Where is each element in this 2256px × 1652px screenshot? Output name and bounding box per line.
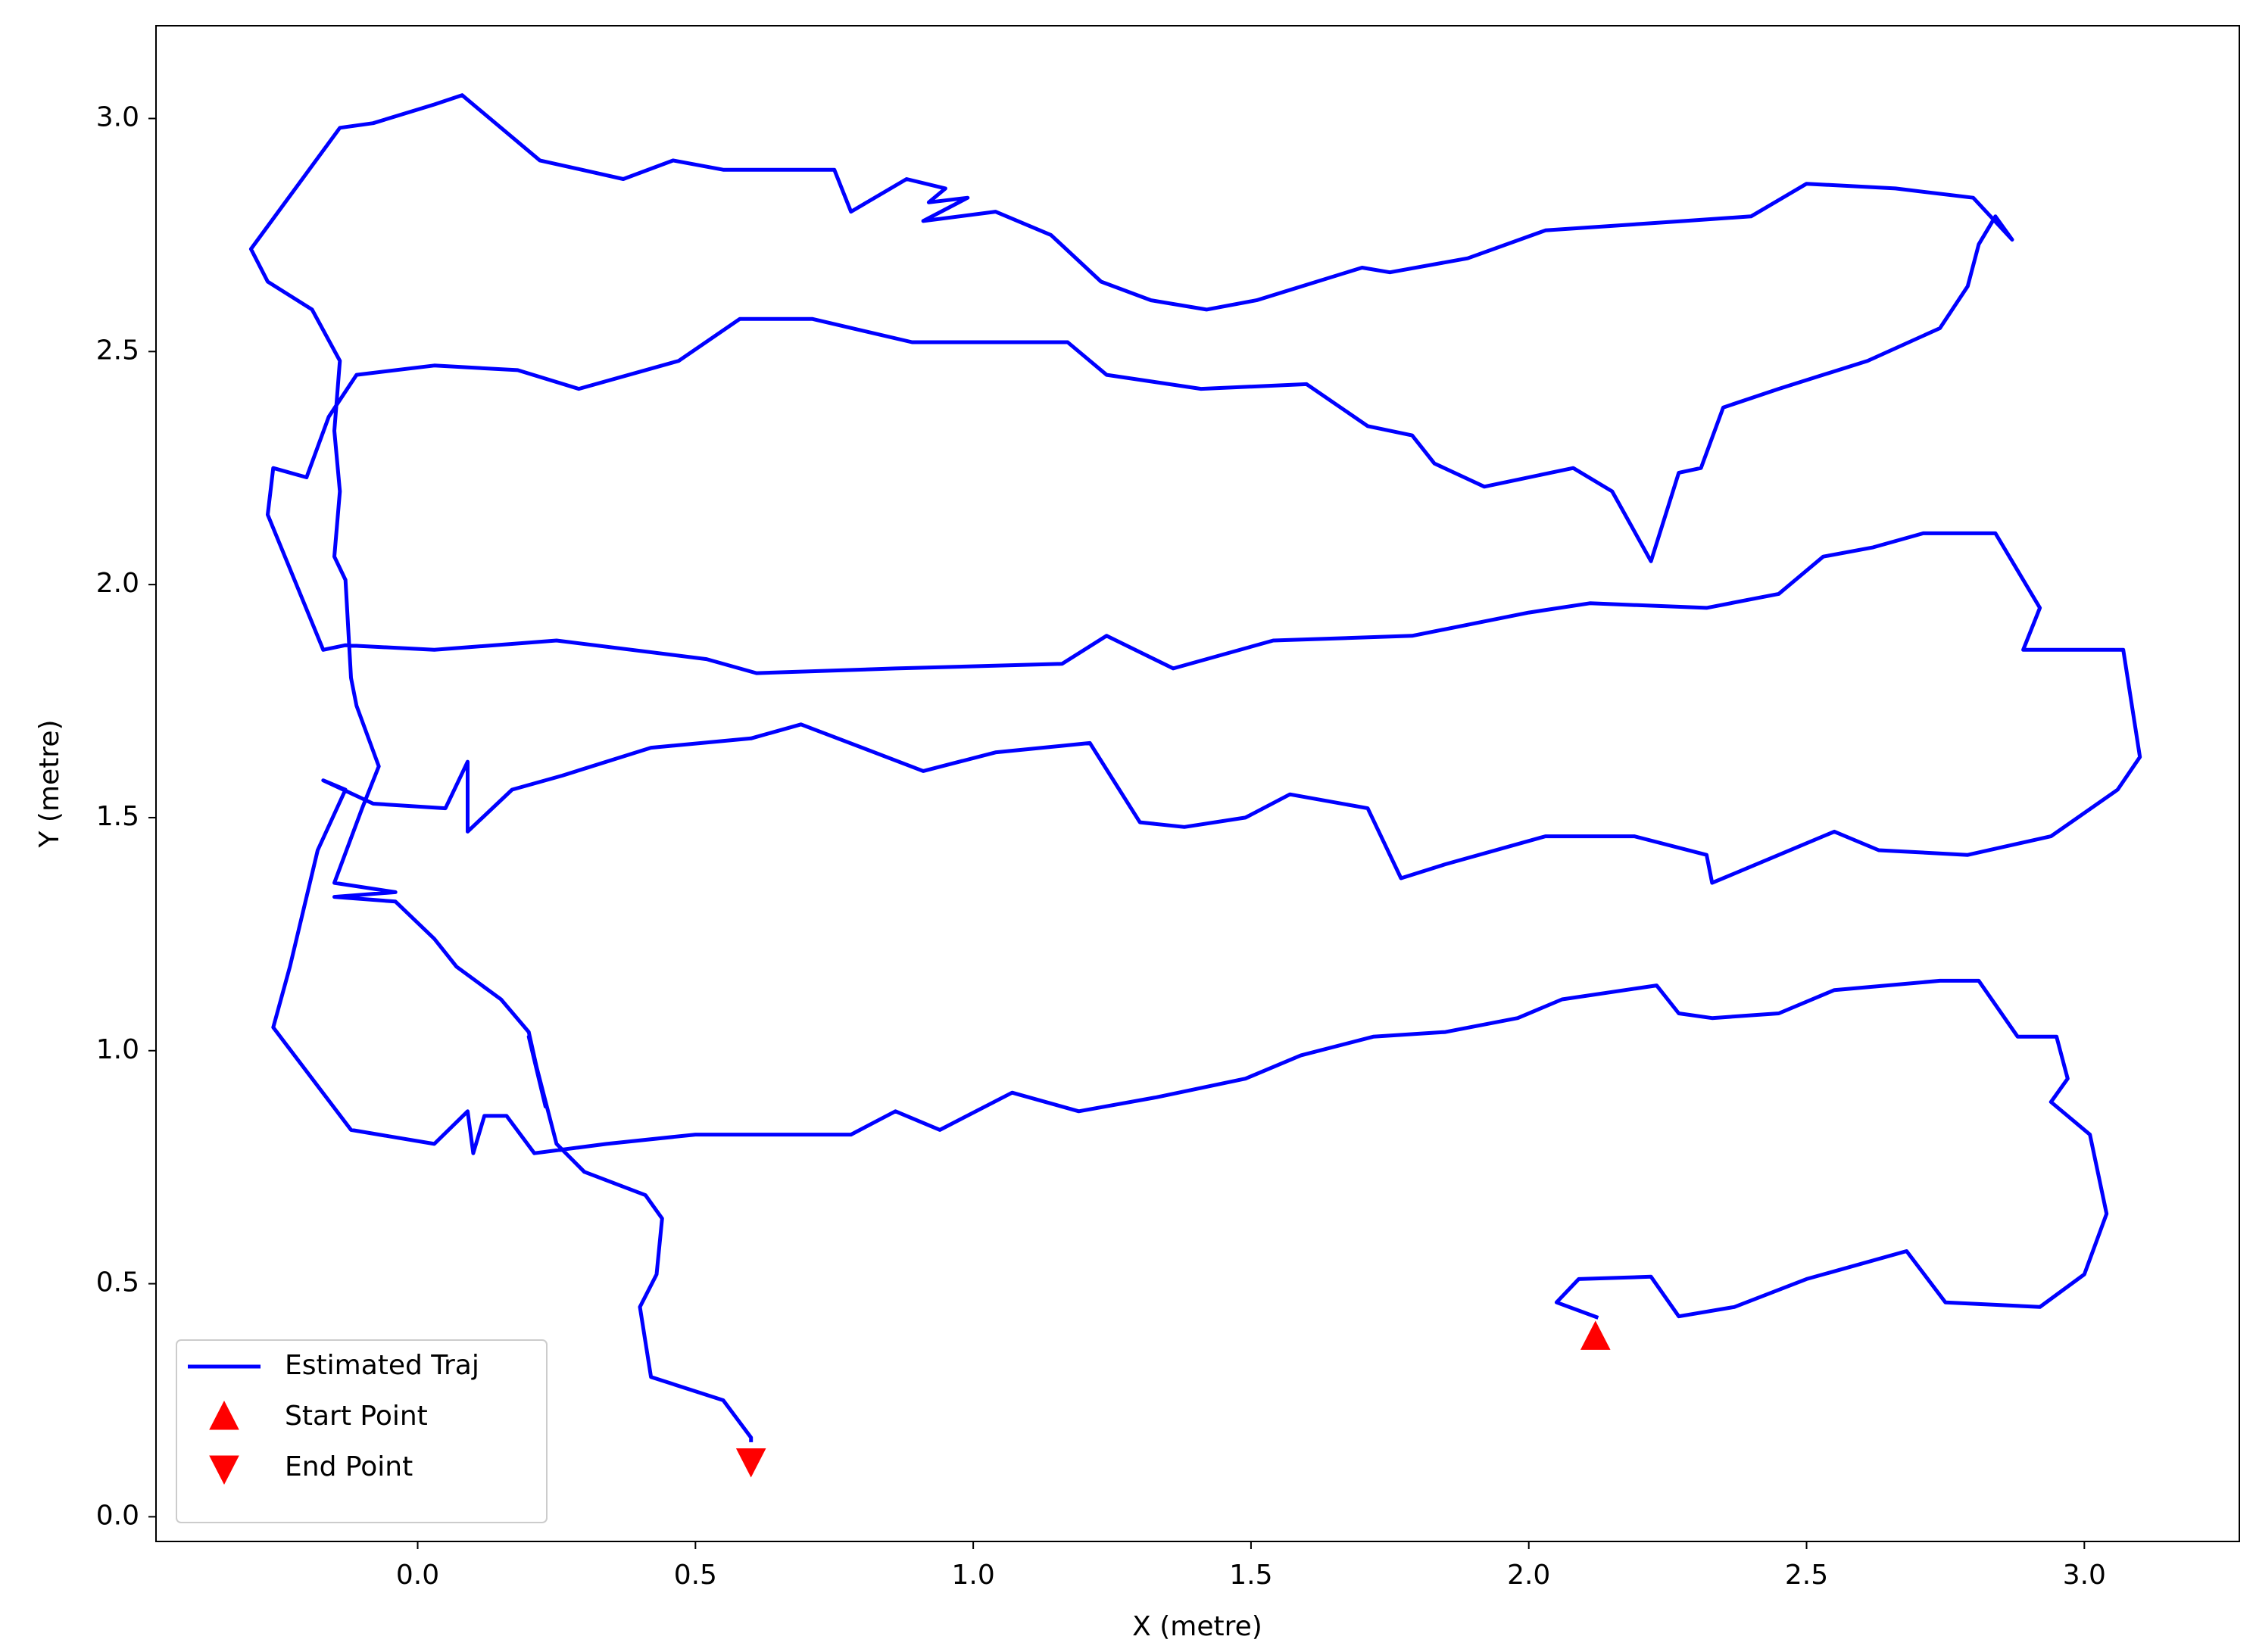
x-tick-label: 0.5 — [674, 1560, 717, 1591]
y-tick-label: 1.0 — [96, 1034, 139, 1065]
y-tick-label: 0.0 — [96, 1500, 139, 1531]
legend-box — [176, 1339, 548, 1523]
y-axis-label: Y (metre) — [34, 719, 65, 848]
trajectory-line — [248, 93, 2142, 1442]
legend-marker — [209, 1401, 239, 1430]
plot-frame — [155, 25, 2240, 1542]
legend-marker — [209, 1455, 239, 1485]
y-tick-label: 1.5 — [96, 801, 139, 832]
x-tick-label: 1.5 — [1229, 1560, 1272, 1591]
point-marker — [1580, 1320, 1611, 1350]
x-tick-label: 3.0 — [2063, 1560, 2106, 1591]
x-axis-label: X (metre) — [1132, 1611, 1262, 1642]
y-tick-label: 2.5 — [96, 335, 139, 366]
y-tick-label: 3.0 — [96, 102, 139, 133]
y-tick-label: 2.0 — [96, 568, 139, 599]
x-tick-label: 0.0 — [396, 1560, 439, 1591]
x-tick-label: 2.0 — [1507, 1560, 1550, 1591]
legend-label: End Point — [285, 1451, 413, 1482]
x-tick-label: 1.0 — [951, 1560, 994, 1591]
point-marker — [735, 1448, 766, 1478]
legend-label: Estimated Traj — [285, 1350, 479, 1381]
legend-label: Start Point — [285, 1401, 428, 1432]
y-tick-label: 0.5 — [96, 1267, 139, 1298]
x-tick-label: 2.5 — [1785, 1560, 1828, 1591]
